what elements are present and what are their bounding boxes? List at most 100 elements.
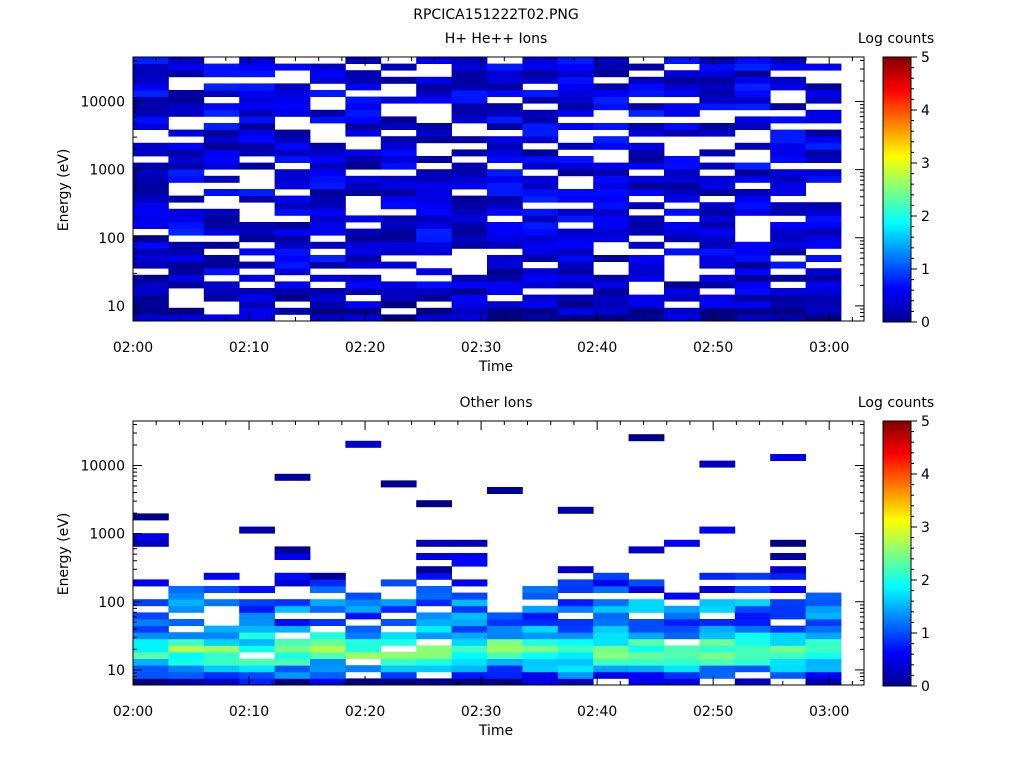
- heatmap-cell: [487, 109, 523, 117]
- heatmap-cell: [133, 533, 169, 541]
- heatmap-cell: [274, 149, 311, 157]
- heatmap-cell: [380, 579, 417, 587]
- heatmap-cell: [345, 645, 382, 653]
- heatmap-cell: [345, 261, 382, 269]
- heatmap-cell: [451, 70, 488, 78]
- heatmap-cell: [380, 241, 417, 249]
- heatmap-cell: [770, 645, 806, 653]
- y-tick-label: 10: [107, 299, 125, 315]
- heatmap-cell: [487, 142, 523, 150]
- heatmap-cell: [345, 307, 382, 315]
- heatmap-cell: [770, 83, 806, 91]
- heatmap-cell: [557, 645, 594, 653]
- heatmap-cell: [203, 129, 240, 137]
- heatmap-cell: [734, 261, 771, 269]
- heatmap-cell: [239, 658, 275, 666]
- heatmap-cell: [664, 175, 700, 183]
- colorbar-ticks: 0 1 2 3 4 5: [911, 50, 930, 331]
- heatmap-cell: [557, 671, 594, 679]
- heatmap-cell: [274, 175, 311, 183]
- heatmap-cell: [380, 182, 417, 190]
- heatmap-cell: [487, 156, 523, 163]
- heatmap-cell: [487, 625, 523, 633]
- heatmap-cell: [451, 625, 488, 633]
- heatmap-cell: [203, 281, 240, 289]
- heatmap-cell: [805, 645, 842, 653]
- heatmap-cell: [699, 83, 736, 91]
- heatmap-cell: [168, 632, 205, 640]
- heatmap-cell: [770, 652, 806, 659]
- heatmap-cell: [451, 195, 488, 203]
- heatmap-cell: [310, 301, 346, 309]
- heatmap-cell: [380, 671, 417, 679]
- heatmap-cell: [664, 195, 700, 203]
- colorbar-tick-label: 4: [921, 103, 930, 119]
- heatmap-cell: [770, 599, 806, 607]
- heatmap-cell: [628, 90, 665, 97]
- heatmap-cell: [451, 162, 488, 170]
- heatmap-cell: [734, 619, 771, 626]
- heatmap-cell: [416, 572, 452, 580]
- heatmap-cell: [239, 90, 275, 97]
- heatmap-cell: [664, 90, 700, 97]
- heatmap-cell: [557, 605, 594, 613]
- y-tick-label: 10: [107, 663, 125, 679]
- heatmap-cell: [203, 63, 240, 71]
- heatmap-cell: [557, 96, 594, 104]
- heatmap-cell: [593, 658, 629, 666]
- heatmap-cell: [416, 156, 452, 163]
- heatmap-cell: [168, 208, 205, 216]
- heatmap-cell: [416, 599, 452, 607]
- heatmap-cell: [133, 248, 169, 256]
- heatmap-cell: [593, 96, 629, 104]
- heatmap-cell: [805, 268, 842, 276]
- heatmap-cell: [274, 658, 311, 666]
- heatmap-cell: [522, 123, 559, 130]
- heatmap-cell: [168, 274, 205, 282]
- x-tick-label: 02:40: [577, 704, 617, 720]
- heatmap-cell: [239, 625, 275, 633]
- heatmap-cell: [133, 182, 169, 190]
- heatmap-cell: [699, 658, 736, 666]
- heatmap-cell: [345, 189, 382, 196]
- heatmap-cell: [734, 241, 771, 249]
- heatmap-cell: [203, 189, 240, 196]
- heatmap-cell: [628, 83, 665, 91]
- x-tick-label: 03:00: [809, 704, 849, 720]
- heatmap-cell: [203, 658, 240, 666]
- heatmap-cell: [805, 63, 842, 71]
- heatmap-cell: [734, 572, 771, 580]
- heatmap-cell: [416, 658, 452, 666]
- heatmap-cell: [416, 169, 452, 177]
- heatmap-cell: [380, 638, 417, 646]
- heatmap-cell: [274, 182, 311, 190]
- heatmap-cell: [451, 632, 488, 640]
- y-tick-label: 1000: [89, 163, 125, 179]
- heatmap-cell: [239, 136, 275, 144]
- heatmap-cell: [380, 156, 417, 163]
- heatmap-cell: [310, 182, 346, 190]
- heatmap-cell: [274, 156, 311, 163]
- heatmap-cell: [416, 294, 452, 302]
- heatmap-cell: [168, 162, 205, 170]
- heatmap-cell: [628, 301, 665, 309]
- heatmap-cell: [699, 162, 736, 170]
- heatmap-cell: [522, 175, 559, 183]
- heatmap-cell: [593, 274, 629, 282]
- heatmap-cell: [239, 605, 275, 613]
- heatmap-cell: [451, 63, 488, 71]
- heatmap-cell: [557, 294, 594, 302]
- heatmap-cell: [451, 294, 488, 302]
- heatmap-cell: [734, 288, 771, 295]
- heatmap-cell: [770, 142, 806, 150]
- heatmap-cell: [770, 454, 806, 461]
- heatmap-cell: [699, 599, 736, 607]
- x-tick-label: 03:00: [809, 340, 849, 356]
- heatmap-cell: [628, 202, 665, 210]
- heatmap-cell: [380, 652, 417, 659]
- heatmap-cell: [310, 288, 346, 295]
- heatmap-cell: [522, 241, 559, 249]
- heatmap-cell: [133, 307, 169, 315]
- heatmap-cell: [734, 202, 771, 210]
- heatmap-cell: [770, 248, 806, 256]
